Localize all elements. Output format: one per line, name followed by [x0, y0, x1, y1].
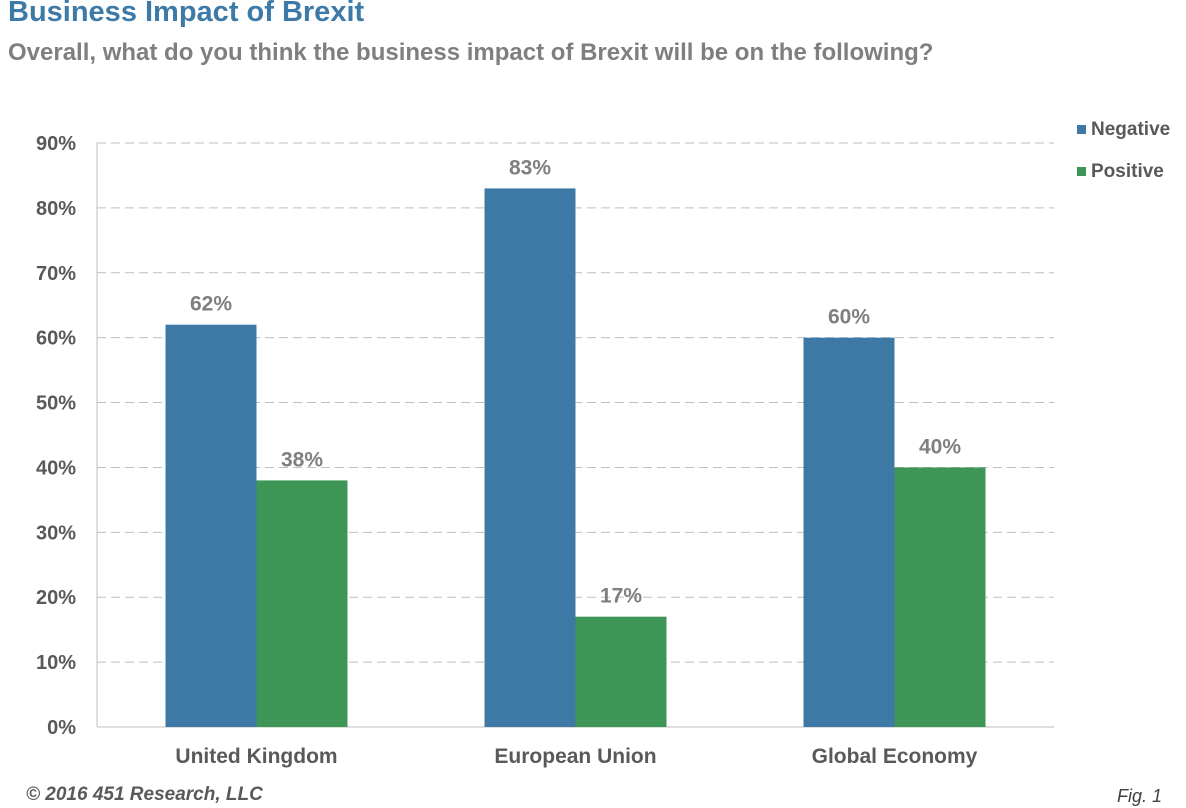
y-tick-label: 60%	[36, 328, 76, 350]
x-tick-label: Global Economy	[812, 745, 978, 768]
bar-positive-united-kingdom	[256, 480, 348, 727]
data-label: 40%	[919, 435, 961, 458]
x-tick-label: European Union	[494, 745, 656, 768]
legend: Negative Positive	[1077, 119, 1170, 182]
data-label: 60%	[828, 306, 870, 329]
y-axis-ticks: 0% 10% 20% 30% 40% 50% 60% 70% 80% 90%	[36, 133, 76, 739]
legend-swatch-positive	[1077, 167, 1086, 176]
data-labels: 62% 38% 83% 17% 60% 40%	[190, 156, 961, 607]
data-label: 17%	[600, 585, 642, 608]
y-tick-label: 70%	[36, 263, 76, 285]
bars	[165, 188, 986, 727]
y-tick-label: 50%	[36, 393, 76, 415]
bar-negative-global-economy	[803, 337, 895, 727]
y-tick-label: 10%	[36, 652, 76, 674]
copyright-text: © 2016 451 Research, LLC	[26, 784, 263, 805]
bar-positive-european-union	[575, 616, 667, 727]
x-axis-ticks: United Kingdom European Union Global Econo…	[175, 745, 977, 768]
y-tick-label: 0%	[47, 717, 76, 739]
figure-number: Fig. 1	[1116, 786, 1162, 806]
data-label: 62%	[190, 293, 232, 316]
legend-swatch-negative	[1077, 125, 1086, 134]
data-label: 83%	[509, 156, 551, 179]
y-tick-label: 40%	[36, 457, 76, 479]
y-tick-label: 30%	[36, 522, 76, 544]
data-label: 38%	[281, 448, 323, 471]
y-tick-label: 80%	[36, 198, 76, 220]
y-tick-label: 20%	[36, 587, 76, 609]
chart-subtitle: Overall, what do you think the business …	[8, 39, 934, 66]
chart-title: Business Impact of Brexit	[8, 0, 365, 28]
legend-label-negative: Negative	[1091, 119, 1170, 140]
bar-negative-united-kingdom	[165, 324, 257, 727]
x-tick-label: United Kingdom	[175, 745, 337, 768]
y-tick-label: 90%	[36, 133, 76, 155]
bar-positive-global-economy	[894, 467, 986, 727]
bar-negative-european-union	[484, 188, 576, 727]
legend-label-positive: Positive	[1091, 161, 1164, 182]
